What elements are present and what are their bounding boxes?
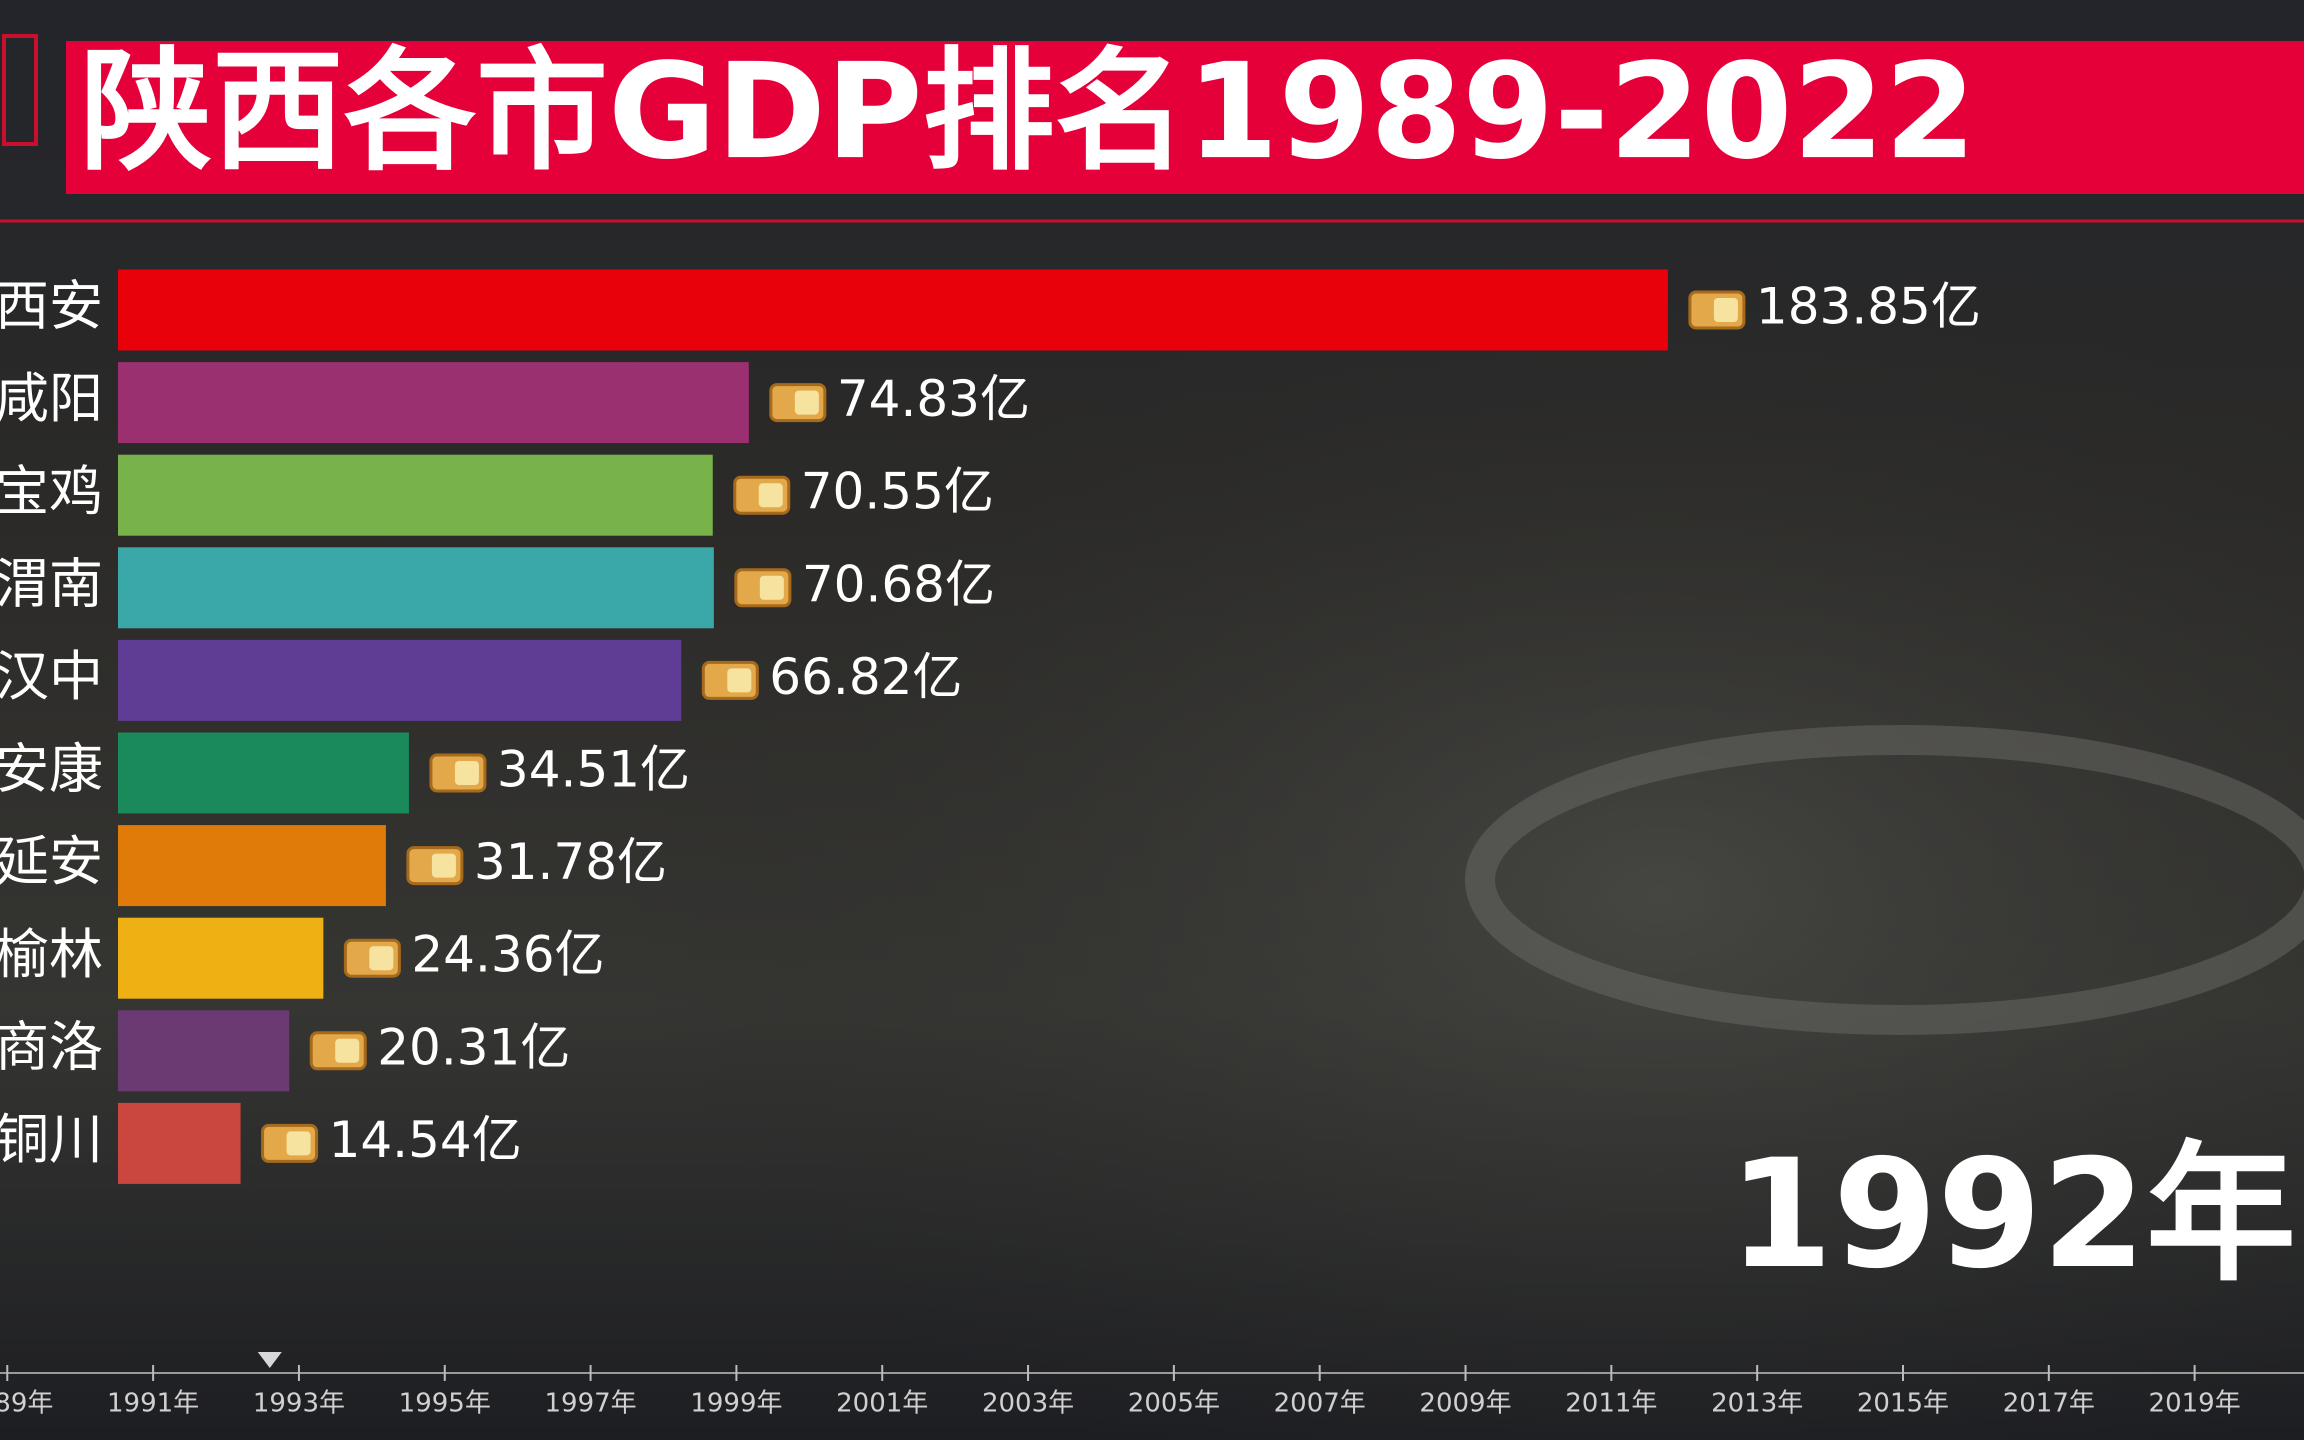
coin-icon-inner bbox=[286, 1131, 311, 1156]
coin-icon-inner bbox=[454, 761, 479, 785]
bar bbox=[118, 732, 409, 814]
value-label: 183.85亿 bbox=[1756, 278, 1981, 336]
bar bbox=[118, 269, 1668, 351]
category-label: 渭南 bbox=[0, 552, 103, 615]
bar bbox=[118, 1010, 290, 1092]
coin-icon-inner bbox=[335, 1038, 360, 1063]
category-label: 榆林 bbox=[0, 923, 103, 986]
bar bbox=[118, 547, 714, 629]
category-label: 咸阳 bbox=[0, 367, 103, 430]
timeline-tick-label: 1989年 bbox=[0, 1389, 53, 1419]
value-label: 14.54亿 bbox=[329, 1111, 522, 1169]
value-label: 66.82亿 bbox=[769, 648, 962, 706]
timeline-tick-label: 2017年 bbox=[2003, 1389, 2095, 1419]
bar bbox=[118, 454, 713, 536]
bar bbox=[118, 1102, 241, 1184]
timeline-tick-label: 2001年 bbox=[836, 1389, 928, 1419]
timeline-tick-label: 1999年 bbox=[690, 1389, 782, 1419]
timeline-tick-label: 2015年 bbox=[1857, 1389, 1949, 1419]
value-label: 70.68亿 bbox=[802, 555, 995, 613]
category-label: 商洛 bbox=[0, 1015, 103, 1078]
coin-icon-inner bbox=[1713, 298, 1738, 322]
category-label: 西安 bbox=[0, 275, 103, 338]
value-label: 70.55亿 bbox=[801, 463, 994, 521]
coin-icon-inner bbox=[794, 390, 819, 415]
timeline-tick-label: 1997年 bbox=[544, 1389, 636, 1419]
coin-icon-inner bbox=[759, 575, 784, 600]
timeline-tick-label: 2003年 bbox=[982, 1389, 1074, 1419]
value-label: 24.36亿 bbox=[411, 926, 604, 984]
value-label: 20.31亿 bbox=[377, 1018, 570, 1076]
category-label: 铜川 bbox=[0, 1108, 103, 1171]
coin-icon-inner bbox=[758, 483, 783, 508]
stadium-shape bbox=[1465, 725, 2304, 1035]
timeline-tick-label: 2019年 bbox=[2149, 1389, 2241, 1419]
timeline-tick-label: 1993年 bbox=[253, 1389, 345, 1419]
year-label: 1992年 bbox=[1729, 1128, 2296, 1302]
timeline-tick-label: 1991年 bbox=[107, 1389, 199, 1419]
timeline-marker bbox=[257, 1352, 282, 1368]
coin-icon-inner bbox=[431, 853, 456, 878]
bar bbox=[118, 917, 324, 999]
timeline-tick-label: 2005年 bbox=[1128, 1389, 1220, 1419]
timeline-tick-label: 2007年 bbox=[1274, 1389, 1366, 1419]
category-label: 安康 bbox=[0, 738, 103, 801]
chart-title: 陕西各市GDP排名1989-2022 bbox=[80, 35, 1976, 189]
bar bbox=[118, 825, 386, 907]
timeline-tick-label: 2011年 bbox=[1565, 1389, 1657, 1419]
bar bbox=[118, 639, 682, 721]
bar bbox=[118, 362, 749, 444]
category-label: 延安 bbox=[0, 830, 103, 893]
title-banner bbox=[66, 41, 2304, 194]
category-label: 汉中 bbox=[0, 645, 103, 708]
coin-icon-inner bbox=[727, 668, 752, 693]
seal-stamp bbox=[2, 34, 38, 146]
timeline-tick-label: 2013年 bbox=[1711, 1389, 1803, 1419]
coin-icon-inner bbox=[369, 946, 394, 971]
value-label: 74.83亿 bbox=[837, 370, 1030, 428]
category-label: 宝鸡 bbox=[0, 460, 103, 523]
value-label: 31.78亿 bbox=[474, 833, 667, 891]
value-label: 34.51亿 bbox=[497, 741, 690, 799]
timeline-tick-label: 2009年 bbox=[1419, 1389, 1511, 1419]
timeline-tick-label: 1995年 bbox=[399, 1389, 491, 1419]
timeline: 1989年 1991年 1993年 1995年 1997年 1999年 2001年 2003年… bbox=[0, 1352, 2304, 1419]
